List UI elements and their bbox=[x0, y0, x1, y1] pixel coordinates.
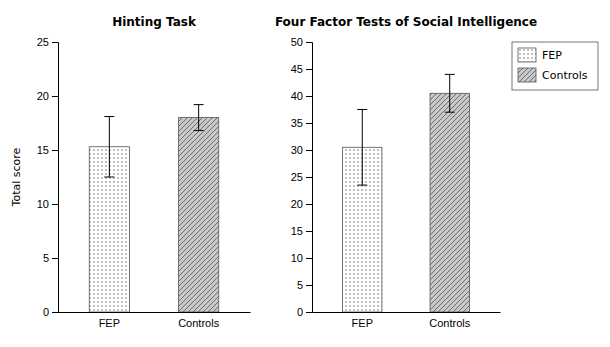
y-tick-mark bbox=[52, 150, 58, 151]
y-tick: 30 bbox=[291, 144, 312, 156]
y-tick-mark bbox=[306, 69, 312, 70]
y-tick-label: 15 bbox=[291, 225, 303, 237]
x-tick: Controls bbox=[178, 317, 219, 329]
title: Four Factor Tests of Social Intelligence bbox=[275, 15, 537, 29]
y-tick-label: 5 bbox=[297, 279, 303, 291]
y-tick: 20 bbox=[37, 90, 58, 102]
y-tick-label: 35 bbox=[291, 117, 303, 129]
y-axis: 0 5 10 15 20 25 bbox=[37, 36, 59, 318]
y-tick-label: 45 bbox=[291, 63, 303, 75]
plot-area bbox=[89, 105, 218, 312]
panel: 0 5 10 15 20 25 30 35 40 45 50 FEP Controls Four Fact… bbox=[275, 15, 537, 329]
y-tick: 50 bbox=[291, 36, 312, 48]
x-tick: FEP bbox=[352, 317, 373, 329]
y-tick-mark bbox=[306, 312, 312, 313]
y-tick-label: 10 bbox=[291, 252, 303, 264]
y-tick-mark bbox=[306, 123, 312, 124]
legend-frame bbox=[512, 42, 598, 90]
legend-swatch bbox=[518, 48, 536, 62]
x-axis-line bbox=[59, 312, 251, 313]
y-tick-mark bbox=[306, 96, 312, 97]
error-bar bbox=[357, 110, 367, 186]
bar bbox=[430, 93, 469, 312]
figure: 0 5 10 15 20 25 FEP Controls Hinting Task Total s… bbox=[0, 0, 610, 347]
x-axis-line bbox=[313, 312, 501, 313]
y-tick-mark bbox=[52, 204, 58, 205]
y-tick-label: 40 bbox=[291, 90, 303, 102]
y-tick: 25 bbox=[291, 171, 312, 183]
y-tick-label: 30 bbox=[291, 144, 303, 156]
y-tick-label: 25 bbox=[291, 171, 303, 183]
y-tick-mark bbox=[306, 42, 312, 43]
y-tick: 0 bbox=[43, 306, 58, 318]
y-axis-title: Total score bbox=[10, 147, 23, 207]
y-tick-label: 20 bbox=[291, 198, 303, 210]
title: Hinting Task bbox=[112, 15, 197, 29]
y-tick: 5 bbox=[297, 279, 312, 291]
y-tick: 20 bbox=[291, 198, 312, 210]
legend-swatch bbox=[518, 68, 536, 82]
x-tick-label: FEP bbox=[352, 317, 373, 329]
y-tick: 0 bbox=[297, 306, 312, 318]
legend: FEP Controls bbox=[512, 42, 598, 90]
y-tick-mark bbox=[306, 204, 312, 205]
error-bar bbox=[445, 74, 455, 112]
panel: 0 5 10 15 20 25 FEP Controls Hinting Task Total s… bbox=[10, 15, 251, 329]
legend-item: Controls bbox=[518, 68, 588, 82]
y-tick-label: 0 bbox=[297, 306, 303, 318]
x-tick: Controls bbox=[429, 317, 470, 329]
y-tick-mark bbox=[306, 177, 312, 178]
y-tick-mark bbox=[52, 96, 58, 97]
error-bar bbox=[104, 117, 114, 177]
y-tick-label: 0 bbox=[43, 306, 49, 318]
error-bar bbox=[194, 105, 204, 131]
legend-item: FEP bbox=[518, 48, 562, 62]
y-axis-line bbox=[306, 43, 313, 313]
bar bbox=[179, 118, 219, 312]
x-axis: FEP Controls bbox=[59, 313, 251, 329]
y-tick-label: 5 bbox=[43, 252, 49, 264]
y-tick-mark bbox=[52, 42, 58, 43]
y-tick: 15 bbox=[291, 225, 312, 237]
y-tick: 40 bbox=[291, 90, 312, 102]
y-tick: 10 bbox=[37, 198, 58, 210]
x-tick: FEP bbox=[99, 317, 120, 329]
y-tick: 35 bbox=[291, 117, 312, 129]
x-axis: FEP Controls bbox=[313, 313, 501, 329]
y-tick-mark bbox=[52, 258, 58, 259]
y-tick-mark bbox=[306, 231, 312, 232]
y-tick-mark bbox=[306, 258, 312, 259]
x-tick-label: Controls bbox=[429, 317, 470, 329]
y-tick-label: 15 bbox=[37, 144, 49, 156]
y-tick-label: 10 bbox=[37, 198, 49, 210]
legend-label: Controls bbox=[542, 69, 588, 82]
y-tick-mark bbox=[306, 285, 312, 286]
legend-label: FEP bbox=[542, 49, 562, 62]
y-tick-label: 20 bbox=[37, 90, 49, 102]
y-tick: 45 bbox=[291, 63, 312, 75]
y-tick-label: 25 bbox=[37, 36, 49, 48]
y-tick: 15 bbox=[37, 144, 58, 156]
y-tick-mark bbox=[52, 312, 58, 313]
plot-area bbox=[343, 74, 470, 312]
y-tick-mark bbox=[306, 150, 312, 151]
y-axis: 0 5 10 15 20 25 30 35 40 45 50 bbox=[291, 36, 313, 318]
y-tick: 25 bbox=[37, 36, 58, 48]
x-tick-label: FEP bbox=[99, 317, 120, 329]
y-tick: 5 bbox=[43, 252, 58, 264]
y-axis-line bbox=[52, 43, 59, 313]
y-tick-label: 50 bbox=[291, 36, 303, 48]
y-tick: 10 bbox=[291, 252, 312, 264]
x-tick-label: Controls bbox=[178, 317, 219, 329]
